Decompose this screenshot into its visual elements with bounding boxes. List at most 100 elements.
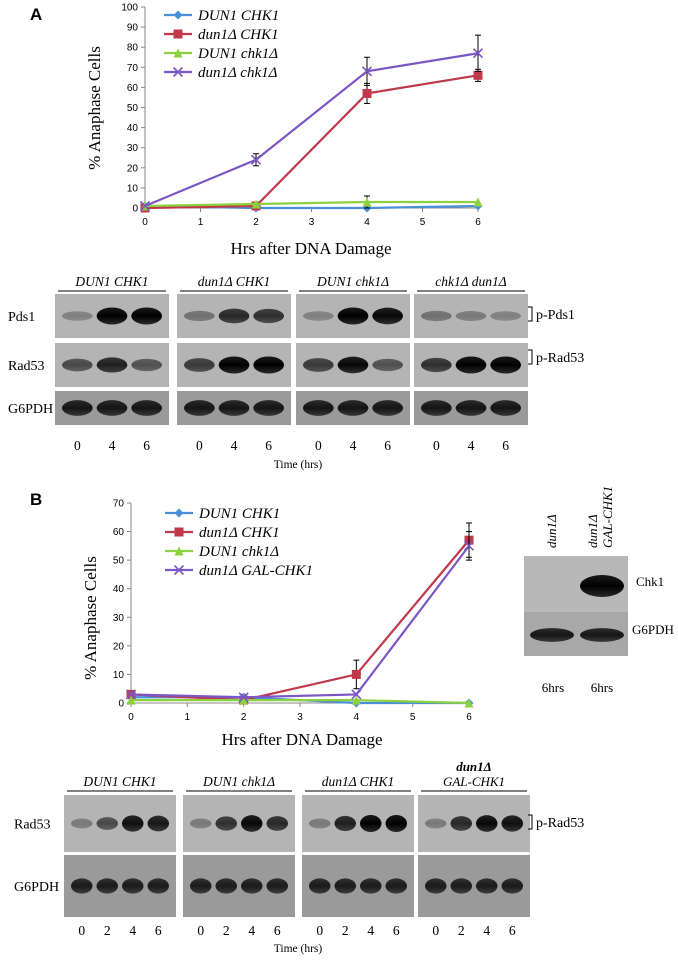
chartB-series-line-dun1-gal-chk1	[130, 545, 470, 699]
blot-band	[580, 628, 624, 642]
blot-band	[303, 400, 334, 416]
blot-row-label: Rad53	[8, 359, 45, 374]
chartA-series-line-dun1-chk1	[144, 200, 478, 208]
chart-b-xlabel: Hrs after DNA Damage	[222, 730, 383, 749]
blot-band	[372, 358, 403, 372]
blot-timepoint-label: 6	[143, 438, 150, 453]
chartA-xtick-label: 0	[142, 217, 148, 228]
chartB-xtick-label: 6	[466, 712, 472, 723]
chartA-legend-label-dun1-chk1: dun1Δ CHK1	[198, 27, 279, 43]
blot-band	[184, 310, 215, 322]
blot-bracket-label: p-Rad53	[536, 816, 584, 831]
chartA-xtick-label: 4	[364, 217, 370, 228]
blot-band	[218, 308, 250, 324]
blot-band	[334, 878, 356, 894]
blot-timepoint-label: 6	[502, 438, 509, 453]
chartA-ytick-label: 90	[127, 23, 139, 34]
blot-band	[96, 307, 128, 325]
chartA-ytick-label: 10	[127, 183, 139, 194]
chartA-series-line-dun1-chk1	[144, 74, 479, 210]
chartA-ytick-label: 20	[127, 163, 139, 174]
chartB-xtick-label: 5	[410, 712, 416, 723]
chartB-legend-label-dun1-chk1: dun1Δ CHK1	[199, 525, 280, 541]
blot-band	[455, 311, 487, 321]
chartA-legend-label-dun1-chk1: DUN1 chk1Δ	[197, 46, 278, 62]
blot-timepoint-label: 4	[483, 923, 490, 938]
chartA-series-line-dun1-chk1	[144, 52, 479, 208]
chart-a-legend: DUN1 CHK1 dun1Δ CHK1 DUN1 chk1Δ dun1Δ chk1Δ	[164, 8, 279, 81]
chartA-ytick-label: 60	[127, 83, 139, 94]
chart-b-ylabel: % Anaphase Cells	[81, 556, 100, 680]
blot-band	[96, 357, 128, 373]
chartA-point-dun1-chk1	[250, 154, 262, 165]
chartB-xtick-label: 4	[354, 712, 360, 723]
blot-band	[131, 358, 163, 372]
blot-timepoint-label: 6	[155, 923, 162, 938]
blot-band	[425, 818, 447, 829]
chartA-xtick-label: 6	[475, 217, 481, 228]
blot-band	[218, 356, 250, 374]
blot-band	[241, 815, 263, 832]
blot-timepoint-label: 6	[509, 923, 516, 938]
chartB-point-dun1-gal-chk1	[463, 540, 475, 551]
blot-timepoint-label: 0	[433, 438, 440, 453]
blot-group-label: DUN1 chk1Δ	[202, 774, 275, 789]
chartA-ytick-label: 50	[127, 103, 139, 114]
blot-band	[131, 400, 163, 416]
blot-band	[385, 814, 407, 833]
chartB-legend-label-dun1-chk1: DUN1 chk1Δ	[198, 544, 279, 560]
side-blot-column-label: dun1Δ	[544, 514, 559, 548]
blot-timepoint-label: 2	[104, 923, 111, 938]
blot-timepoint-label: 0	[197, 923, 204, 938]
chart-b-legend: DUN1 CHK1 dun1Δ CHK1 DUN1 chk1Δ dun1Δ GAL-C…	[165, 506, 313, 579]
blot-group-label: dun1Δ CHK1	[322, 774, 395, 789]
blot-bracket	[528, 814, 533, 830]
blot-row-label: G6PDH	[14, 880, 59, 895]
blot-timepoint-label: 4	[109, 438, 116, 453]
chart-b: 0 10 20 30 40 50 60 70 0 1 2 3 4 5 6 DUN1 CHK1 dun1Δ CH…	[81, 499, 475, 749]
blot-band	[455, 400, 487, 416]
chartA-point-dun1-chk1	[251, 199, 261, 209]
blot-band	[385, 878, 407, 894]
blot-band	[147, 815, 169, 832]
blot-band	[360, 814, 382, 833]
blot-band	[450, 878, 472, 894]
chart-a-xlabel: Hrs after DNA Damage	[231, 239, 392, 258]
blot-timepoint-label: 4	[129, 923, 136, 938]
blot-band	[253, 356, 284, 374]
chartB-point-dun1-gal-chk1	[351, 689, 362, 700]
chartA-legend-label-dun1-chk1: DUN1 CHK1	[197, 8, 279, 24]
blot-group-label: GAL-CHK1	[443, 774, 505, 789]
blot-row-label: Rad53	[14, 818, 51, 833]
chartA-point-dun1-chk1	[473, 197, 483, 207]
blot-band	[190, 818, 212, 829]
blot-band	[580, 575, 624, 597]
blot-row-label: G6PDH	[8, 402, 53, 417]
chartB-xtick-label: 0	[128, 712, 134, 723]
side-blot-column-label: dun1Δ	[585, 514, 600, 548]
blot-band	[303, 358, 334, 372]
blot-band	[372, 400, 403, 416]
side-blot-row-label: G6PDH	[632, 622, 674, 637]
blot-band	[253, 308, 284, 324]
chartA-ytick-label: 40	[127, 123, 139, 134]
blot-band	[421, 400, 452, 416]
side-blot-row-label: Chk1	[636, 574, 664, 589]
chartB-ytick-label: 40	[113, 584, 125, 595]
chartA-ytick-label: 30	[127, 143, 139, 154]
panel-label-a: A	[30, 5, 42, 24]
chartB-ytick-label: 10	[113, 670, 125, 681]
chartB-ytick-label: 30	[113, 613, 125, 624]
blot-band	[218, 400, 250, 416]
blot-timepoint-label: 6	[274, 923, 281, 938]
blot-timepoint-label: 0	[74, 438, 81, 453]
blot-band	[421, 357, 452, 373]
blot-time-axis-label: Time (hrs)	[274, 943, 323, 955]
chartA-ytick-label: 80	[127, 43, 139, 54]
blot-row-label: Pds1	[8, 310, 35, 325]
chartB-xtick-label: 3	[297, 712, 303, 723]
blot-timepoint-label: 0	[315, 438, 322, 453]
blot-band	[62, 311, 93, 321]
blot-timepoint-label: 4	[367, 923, 374, 938]
